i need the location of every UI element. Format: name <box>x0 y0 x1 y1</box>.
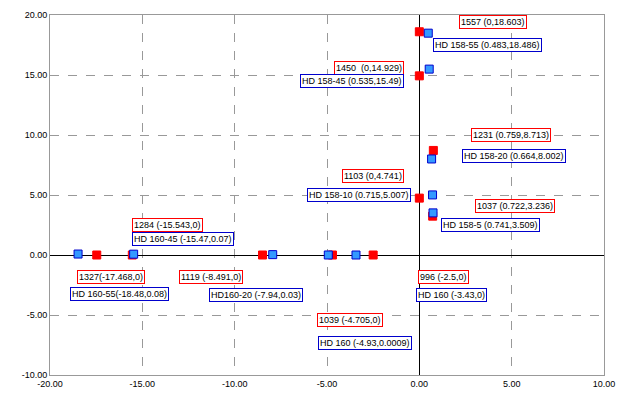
svg-text:15.00: 15.00 <box>25 70 48 80</box>
svg-text:1231 (0.759,8.713): 1231 (0.759,8.713) <box>473 130 549 140</box>
svg-text:HD 158-55 (0.483,18.486): HD 158-55 (0.483,18.486) <box>435 40 540 50</box>
svg-text:HD 158-5 (0.741,3.509): HD 158-5 (0.741,3.509) <box>443 220 538 230</box>
svg-text:HD160-20 (-7.94,0.03): HD160-20 (-7.94,0.03) <box>211 290 301 300</box>
svg-text:-5.00: -5.00 <box>27 310 48 320</box>
svg-text:1037 (0.722,3.236): 1037 (0.722,3.236) <box>477 201 553 211</box>
svg-text:1119 (-8.491,0): 1119 (-8.491,0) <box>181 272 241 282</box>
svg-text:0.00: 0.00 <box>411 379 429 389</box>
svg-text:1450 (0,14.929): 1450 (0,14.929) <box>336 63 402 73</box>
svg-text:-10.00: -10.00 <box>22 370 48 380</box>
svg-text:1039 (-4.705,0): 1039 (-4.705,0) <box>319 315 381 325</box>
svg-text:0.00: 0.00 <box>30 250 48 260</box>
svg-text:HD 158-45 (0.535,15.49): HD 158-45 (0.535,15.49) <box>302 76 402 86</box>
svg-text:HD 160-45 (-15.47,0.07): HD 160-45 (-15.47,0.07) <box>134 234 232 244</box>
svg-text:10.00: 10.00 <box>593 379 616 389</box>
svg-text:HD 158-10 (0.715,5.007): HD 158-10 (0.715,5.007) <box>309 190 409 200</box>
svg-text:-10.00: -10.00 <box>222 379 248 389</box>
svg-text:1103 (0,4.741): 1103 (0,4.741) <box>344 171 402 181</box>
svg-text:996 (-2.5,0): 996 (-2.5,0) <box>420 272 467 282</box>
svg-text:20.00: 20.00 <box>25 10 48 20</box>
svg-text:-20.00: -20.00 <box>37 379 63 389</box>
svg-text:-5.00: -5.00 <box>317 379 338 389</box>
svg-text:HD 160 (-4.93,0.0009): HD 160 (-4.93,0.0009) <box>320 338 410 348</box>
svg-text:5.00: 5.00 <box>30 190 48 200</box>
svg-text:5.00: 5.00 <box>503 379 521 389</box>
svg-text:1284 (-15.543,0): 1284 (-15.543,0) <box>134 220 201 230</box>
svg-text:HD 160 (-3.43,0): HD 160 (-3.43,0) <box>418 290 485 300</box>
svg-text:HD 158-20 (0.664,8.002): HD 158-20 (0.664,8.002) <box>464 151 564 161</box>
svg-text:1557 (0,18.603): 1557 (0,18.603) <box>461 17 525 27</box>
svg-text:-15.00: -15.00 <box>130 379 156 389</box>
svg-text:10.00: 10.00 <box>25 130 48 140</box>
svg-text:1327(-17.468,0): 1327(-17.468,0) <box>79 272 143 282</box>
svg-text:HD 160-55(-18.48,0.08): HD 160-55(-18.48,0.08) <box>72 289 167 299</box>
